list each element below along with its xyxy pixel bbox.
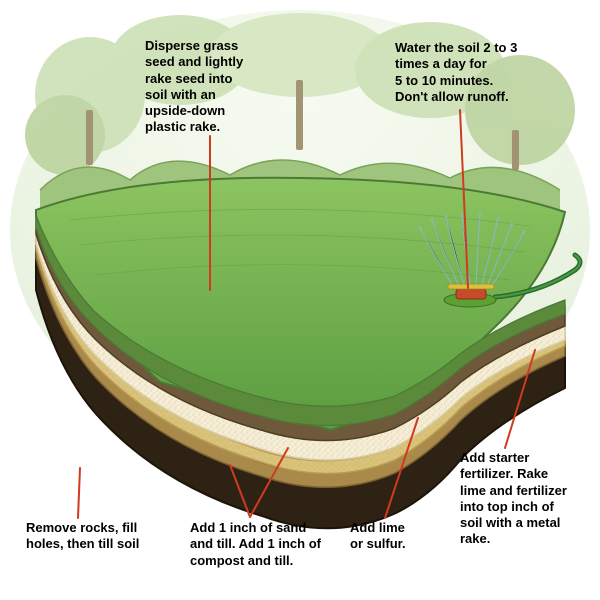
label-disperse-seed: Disperse grassseed and lightlyrake seed … [145, 38, 275, 136]
lawn-cross-section-diagram: Disperse grassseed and lightlyrake seed … [0, 0, 600, 600]
label-sand-compost: Add 1 inch of sandand till. Add 1 inch o… [190, 520, 350, 569]
label-lime-sulfur: Add limeor sulfur. [350, 520, 440, 553]
label-starter-fertilizer: Add starterfertilizer. Rakelime and fert… [460, 450, 600, 548]
label-remove-rocks: Remove rocks, fillholes, then till soil [26, 520, 166, 553]
label-water-soil: Water the soil 2 to 3times a day for5 to… [395, 40, 565, 105]
